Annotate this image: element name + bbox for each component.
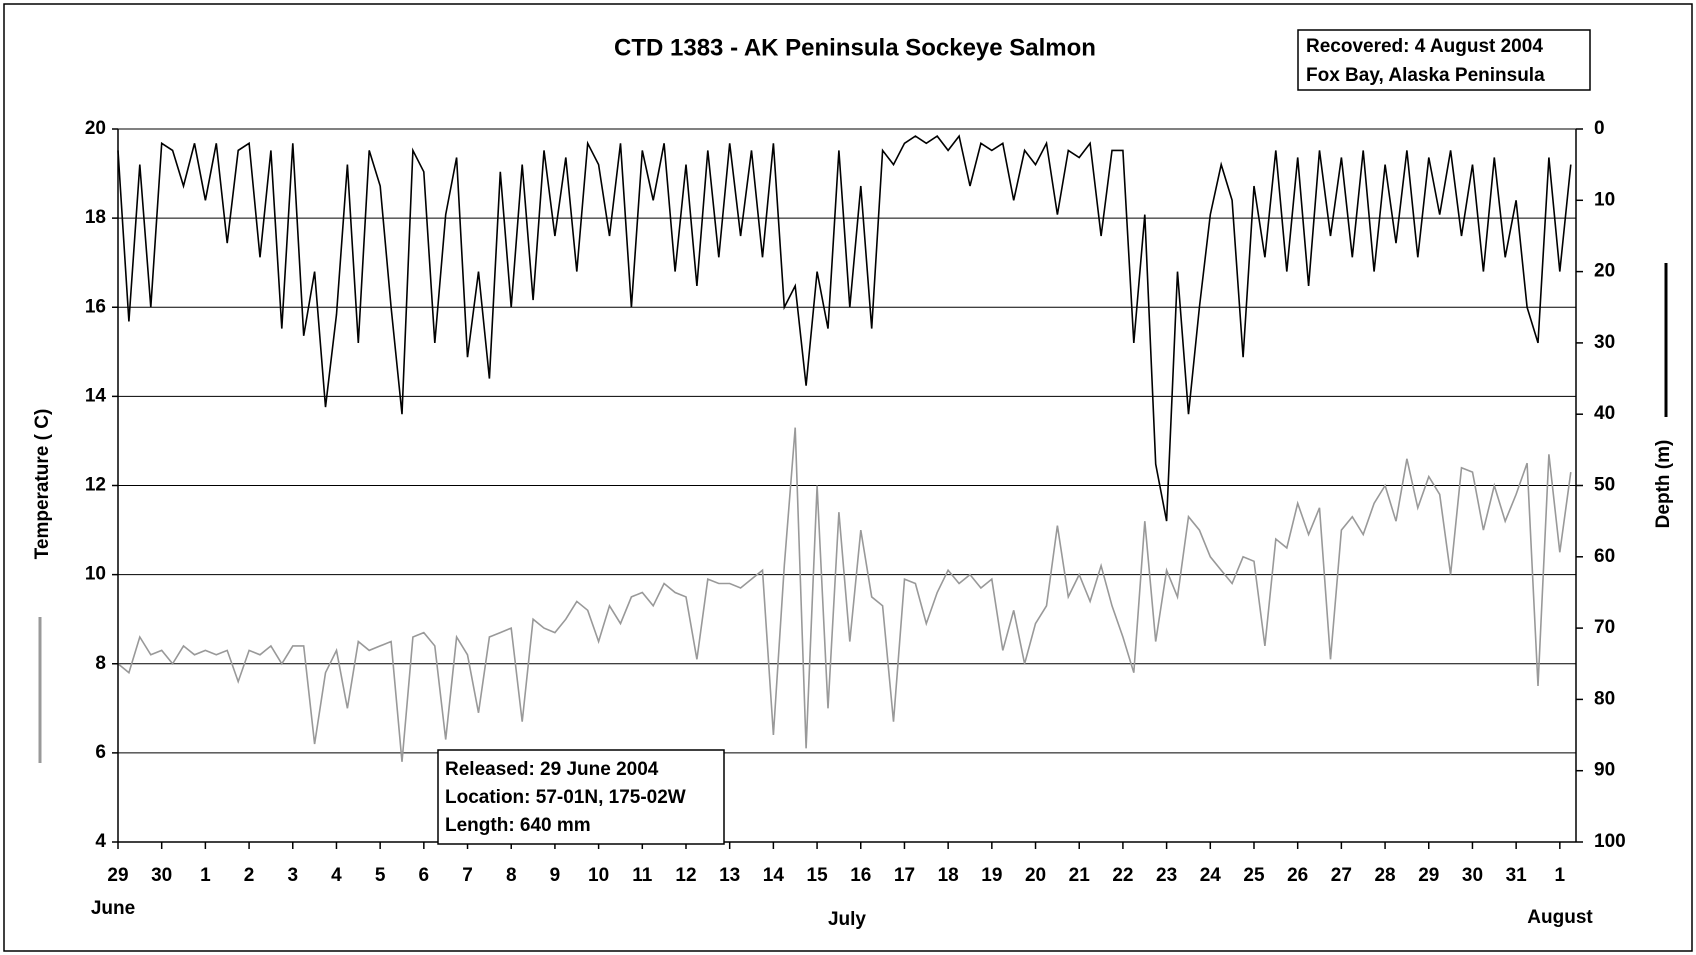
y2-tick-label: 90 [1594, 760, 1615, 781]
released-box [437, 749, 725, 845]
x-tick-label: 6 [419, 865, 430, 886]
y2-tick-label: 30 [1594, 332, 1615, 353]
x-tick-label: 17 [894, 865, 915, 886]
x-tick-label: 29 [107, 865, 128, 886]
x-tick-label: 20 [1025, 865, 1046, 886]
x-tick-label: 31 [1506, 865, 1528, 886]
y2-tick-label: 40 [1594, 403, 1615, 424]
y-tick-label: 18 [85, 207, 106, 228]
x-tick-label: 5 [375, 865, 386, 886]
x-tick-label: 21 [1069, 865, 1091, 886]
series-line [117, 134, 1572, 522]
x-tick-label: 16 [850, 865, 871, 886]
y2-tick-label: 0 [1594, 118, 1605, 139]
y-axis-label: Temperature ( C) [32, 409, 53, 560]
month-label: July [828, 909, 866, 930]
x-tick-label: 22 [1112, 865, 1133, 886]
x-tick-label: 24 [1200, 865, 1222, 886]
y2-tick-label: 10 [1594, 189, 1615, 210]
x-tick-label: 14 [763, 865, 785, 886]
x-tick-label: 3 [287, 865, 298, 886]
x-tick-label: 25 [1243, 865, 1265, 886]
x-tick-label: 15 [807, 865, 829, 886]
x-tick-label: 11 [632, 865, 653, 886]
x-tick-label: 9 [550, 865, 561, 886]
x-tick-label: 10 [588, 865, 609, 886]
x-tick-label: 1 [200, 865, 211, 886]
chart-title: CTD 1383 - AK Peninsula Sockeye Salmon [614, 34, 1096, 61]
released-text: Length: 640 mm [445, 815, 591, 836]
y2-tick-label: 100 [1594, 831, 1626, 852]
y2-tick-label: 80 [1594, 688, 1615, 709]
x-tick-label: 18 [938, 865, 959, 886]
released-text: Location: 57-01N, 175-02W [445, 787, 686, 808]
y2-tick-label: 70 [1594, 617, 1615, 638]
y2-tick-label: 20 [1594, 261, 1615, 282]
x-tick-label: 1 [1555, 865, 1566, 886]
x-tick-label: 28 [1374, 865, 1395, 886]
recovered-text: Fox Bay, Alaska Peninsula [1306, 65, 1545, 86]
y-tick-label: 8 [95, 653, 106, 674]
x-tick-label: 4 [331, 865, 342, 886]
recovered-text: Recovered: 4 August 2004 [1306, 36, 1543, 57]
x-tick-label: 30 [151, 865, 172, 886]
y2-tick-label: 50 [1594, 475, 1615, 496]
x-tick-label: 2 [244, 865, 255, 886]
y2-tick-label: 60 [1594, 546, 1615, 567]
series-line [117, 427, 1572, 762]
x-tick-label: 12 [675, 865, 696, 886]
y-tick-label: 20 [85, 118, 106, 139]
x-tick-label: 23 [1156, 865, 1177, 886]
y-tick-label: 14 [85, 385, 107, 406]
x-tick-label: 27 [1331, 865, 1352, 886]
x-tick-label: 13 [719, 865, 740, 886]
x-tick-label: 26 [1287, 865, 1308, 886]
y-tick-label: 16 [85, 296, 106, 317]
x-tick-label: 19 [981, 865, 1002, 886]
x-tick-label: 7 [462, 865, 473, 886]
month-label: June [91, 898, 135, 919]
y-tick-label: 12 [85, 475, 106, 496]
x-tick-label: 30 [1462, 865, 1483, 886]
y2-axis-label: Depth (m) [1653, 440, 1674, 529]
chart-border [3, 3, 1693, 952]
y-tick-label: 6 [95, 742, 106, 763]
released-text: Released: 29 June 2004 [445, 759, 659, 780]
y-tick-label: 10 [85, 564, 106, 585]
month-label: August [1527, 907, 1593, 928]
recovered-box [1297, 29, 1591, 91]
x-tick-label: 8 [506, 865, 517, 886]
y-tick-label: 4 [95, 831, 106, 852]
x-tick-label: 29 [1418, 865, 1439, 886]
